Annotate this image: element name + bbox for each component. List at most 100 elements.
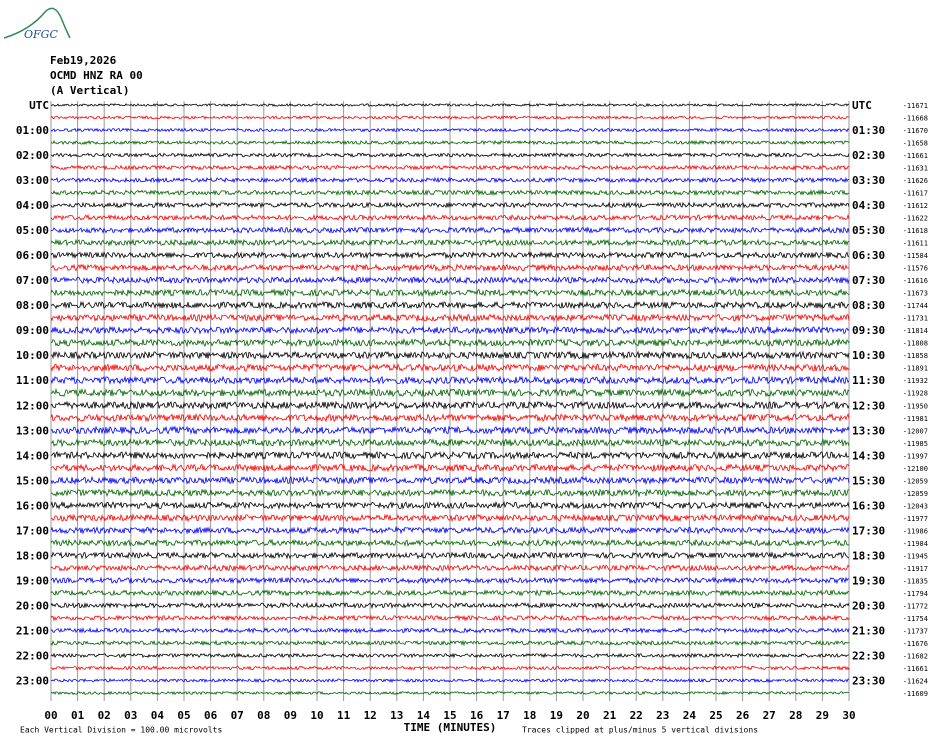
x-tick-label: 20 (576, 709, 589, 722)
logo-curve (3, 7, 71, 39)
trace-value: -11731 (903, 315, 928, 323)
trace (50, 438, 850, 448)
left-time-label: 15:00 (16, 474, 49, 487)
trace-value: -11622 (903, 215, 928, 223)
x-tick-label: 19 (550, 709, 563, 722)
trace (50, 115, 850, 120)
x-tick-label: 04 (151, 709, 165, 722)
left-time-label: 11:00 (16, 374, 49, 387)
trace-value: -11682 (903, 652, 928, 660)
trace-value: -11744 (903, 302, 928, 310)
trace-value: -11977 (903, 515, 928, 523)
trace-value: -11617 (903, 190, 928, 198)
x-tick-label: 22 (630, 709, 643, 722)
trace (50, 363, 850, 373)
trace-value: -11611 (903, 240, 928, 248)
trace-value: -11609 (903, 690, 928, 698)
trace (50, 690, 849, 696)
trace (51, 665, 850, 671)
trace (50, 188, 850, 197)
trace-value: -11618 (903, 227, 928, 235)
trace-value: -11754 (903, 615, 928, 623)
x-tick-label: 05 (177, 709, 190, 722)
right-time-label: 21:30 (852, 624, 885, 637)
x-tick-label: 23 (656, 709, 669, 722)
trace (50, 576, 850, 585)
trace-value: -12043 (903, 502, 928, 510)
trace (50, 350, 850, 360)
trace (50, 601, 850, 610)
left-time-label: 23:00 (16, 674, 49, 687)
x-tick-label: 12 (364, 709, 377, 722)
x-tick-label: 03 (124, 709, 137, 722)
x-tick-label: 11 (337, 709, 351, 722)
right-time-label: 05:30 (852, 224, 885, 237)
trace-value: -11576 (903, 265, 928, 273)
trace (51, 300, 850, 310)
trace (50, 176, 850, 184)
trace-value: -12007 (903, 427, 928, 435)
x-tick-label: 30 (842, 709, 855, 722)
trace-value: -11661 (903, 665, 928, 673)
trace-value: -11612 (903, 202, 928, 210)
trace-value: -11917 (903, 565, 928, 573)
x-tick-label: 14 (417, 709, 431, 722)
trace-value: -11932 (903, 377, 928, 385)
x-tick-label: 13 (390, 709, 403, 722)
trace-value: -11814 (903, 327, 928, 335)
x-tick-label: 15 (443, 709, 456, 722)
x-tick-label: 00 (44, 709, 57, 722)
right-time-label: 06:30 (852, 249, 885, 262)
left-time-label: 19:00 (16, 574, 49, 587)
trace-value: -11981 (903, 415, 928, 423)
x-tick-label: 02 (98, 709, 111, 722)
x-tick-label: 07 (231, 709, 244, 722)
trace (50, 152, 850, 159)
right-time-label: 10:30 (852, 349, 885, 362)
trace (50, 588, 850, 597)
x-tick-label: 01 (71, 709, 85, 722)
trace (50, 627, 850, 635)
trace (50, 450, 850, 460)
trace-value: -11670 (903, 127, 928, 135)
trace (50, 387, 850, 398)
trace-value: -11891 (903, 365, 928, 373)
trace-value: -11661 (903, 152, 928, 160)
right-time-label: 09:30 (852, 324, 885, 337)
right-time-label: 01:30 (852, 124, 885, 137)
trace (50, 201, 850, 209)
x-tick-label: 08 (257, 709, 270, 722)
trace (50, 263, 849, 272)
left-time-label: 08:00 (16, 299, 49, 312)
x-tick-label: 06 (204, 709, 218, 722)
trace-value: -11626 (903, 177, 928, 185)
trace (50, 127, 850, 133)
trace-value: -12100 (903, 465, 928, 473)
left-time-label: 03:00 (16, 174, 49, 187)
trace (50, 500, 850, 510)
left-time-label: 07:00 (16, 274, 49, 287)
x-tick-label: 29 (816, 709, 829, 722)
trace (50, 475, 850, 486)
trace (50, 639, 850, 647)
x-tick-label: 18 (523, 709, 536, 722)
x-axis-label: TIME (MINUTES) (404, 721, 497, 734)
left-time-label: 10:00 (16, 349, 49, 362)
trace (50, 652, 850, 659)
trace (50, 337, 850, 348)
logo: OFGC (3, 7, 71, 41)
trace-value: -11835 (903, 577, 928, 585)
trace-value: -11858 (903, 352, 928, 360)
trace (50, 513, 850, 523)
trace-value: -11616 (903, 277, 928, 285)
x-tick-label: 24 (683, 709, 697, 722)
trace (50, 425, 850, 436)
left-time-label: 09:00 (16, 324, 49, 337)
trace (50, 238, 850, 247)
trace-value: -11997 (903, 452, 928, 460)
right-time-label: 04:30 (852, 199, 885, 212)
trace-value: -11624 (903, 677, 928, 685)
trace (50, 275, 850, 285)
trace-value: -11794 (903, 590, 928, 598)
